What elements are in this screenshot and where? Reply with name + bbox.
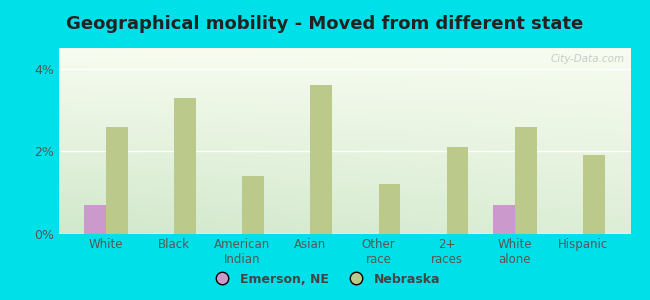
Bar [174,98,196,234]
Bar [583,155,605,234]
Text: Geographical mobility - Moved from different state: Geographical mobility - Moved from diffe… [66,15,584,33]
Bar [378,184,400,234]
Bar [447,147,469,234]
Bar [493,205,515,234]
Legend: Emerson, NE, Nebraska: Emerson, NE, Nebraska [205,268,445,291]
Bar [311,85,332,234]
Bar [515,127,536,234]
Bar [106,127,128,234]
Bar [242,176,264,234]
Bar [84,205,106,234]
Text: City-Data.com: City-Data.com [551,54,625,64]
